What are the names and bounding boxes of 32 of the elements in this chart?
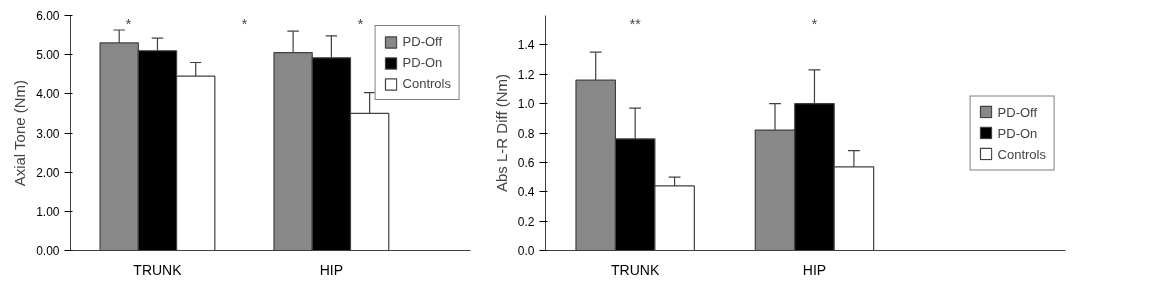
y-tick-label: 6.00 (36, 9, 60, 23)
legend-label: PD-On (997, 125, 1038, 140)
y-tick-label: 2.00 (36, 165, 60, 180)
y-tick-label: 0.0 (517, 244, 535, 258)
y-tick-label: 0.2 (517, 214, 535, 229)
x-tick-label: HIP (802, 261, 827, 278)
y-tick-label: 5.00 (36, 48, 60, 63)
y-tick-label: 3.00 (36, 126, 60, 141)
y-tick-label: 0.8 (517, 126, 535, 141)
x-tick-label: HIP (319, 261, 344, 278)
x-tick-label: TRUNK (133, 261, 183, 278)
annotation: * (125, 15, 132, 32)
y-tick-label: 1.2 (517, 67, 535, 82)
y-tick-label: 1.4 (517, 38, 535, 53)
legend-label: PD-Off (402, 34, 443, 49)
y-tick-label: 0.4 (517, 185, 535, 200)
annotation: * (241, 15, 248, 32)
y-tick-label: 0.00 (36, 244, 60, 258)
legend-label: Controls (402, 76, 451, 91)
x-tick-label: TRUNK (611, 261, 660, 278)
annotation: ** (629, 15, 642, 32)
y-axis-title: Abs L-R Diff (Nm) (492, 73, 510, 193)
annotation: * (811, 15, 818, 32)
legend-label: PD-Off (997, 104, 1038, 119)
y-tick-label: 1.00 (36, 204, 60, 219)
y-tick-label: 0.6 (517, 155, 535, 170)
y-axis-title: Axial Tone (Nm) (11, 79, 29, 187)
legend-label: Controls (997, 146, 1046, 161)
y-tick-label: 1.0 (517, 97, 535, 112)
legend-label: PD-On (402, 55, 443, 70)
annotation: * (357, 15, 364, 32)
y-tick-label: 4.00 (36, 87, 60, 102)
